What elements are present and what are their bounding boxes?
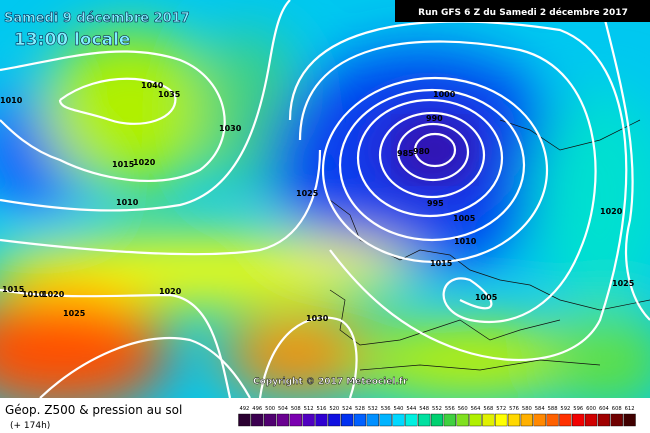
legend-label: 580 xyxy=(522,406,532,412)
legend-label: 528 xyxy=(355,406,365,412)
legend-swatch xyxy=(546,413,559,427)
footer-title: Géop. Z500 & pression au sol xyxy=(5,403,182,417)
legend-label: 516 xyxy=(316,406,326,412)
legend-label: 540 xyxy=(394,406,404,412)
legend-label: 584 xyxy=(535,406,546,412)
isobar-label: 995 xyxy=(427,199,444,208)
legend-label: 556 xyxy=(445,406,455,412)
coastlines xyxy=(329,119,650,371)
legend-label: 576 xyxy=(509,406,519,412)
legend-label: 520 xyxy=(329,406,339,412)
legend-label: 512 xyxy=(304,406,314,412)
legend-swatch xyxy=(520,413,533,427)
isobar-label: 1005 xyxy=(453,214,476,223)
isobar-label: 980 xyxy=(413,147,430,156)
isobar-label: 1025 xyxy=(63,309,86,318)
legend-swatch xyxy=(366,413,379,427)
legend-label: 492 xyxy=(239,406,249,412)
isobar-label: 1015 xyxy=(112,160,135,169)
legend-swatch xyxy=(238,413,251,427)
legend-swatch xyxy=(353,413,367,427)
legend-label: 604 xyxy=(599,406,610,412)
legend-swatch xyxy=(263,413,277,427)
isobar-label: 985 xyxy=(397,149,414,158)
legend-label: 612 xyxy=(625,406,635,412)
legend-swatch xyxy=(315,413,328,427)
legend-swatch xyxy=(341,413,354,427)
legend-label: 596 xyxy=(573,406,583,412)
legend-swatch xyxy=(328,413,341,427)
legend-label: 592 xyxy=(560,406,570,412)
footer-lead: (+ 174h) xyxy=(10,421,50,431)
isobar-label: 1025 xyxy=(296,189,319,198)
legend-swatch xyxy=(302,413,315,427)
legend-label: 568 xyxy=(483,406,493,412)
legend-label: 544 xyxy=(406,406,417,412)
legend-swatch xyxy=(418,413,431,427)
isobar-label: 1025 xyxy=(612,279,635,288)
isobar-label: 1030 xyxy=(219,124,242,133)
isobar-label: 1010 xyxy=(0,96,23,105)
legend-swatch xyxy=(405,413,418,427)
isobar-label: 1015 xyxy=(2,285,25,294)
isobar-label: 990 xyxy=(426,114,443,123)
copyright: Copyright © 2017 Meteociel.fr xyxy=(253,377,408,387)
isobar-label: 1000 xyxy=(433,90,456,99)
isobar-label: 1010 xyxy=(116,198,139,207)
isobar-label: 1035 xyxy=(158,90,181,99)
time-text: 13:00 locale xyxy=(14,30,130,50)
isobar-label: 1010 xyxy=(22,290,45,299)
legend-swatch xyxy=(533,413,546,427)
legend-swatch xyxy=(251,413,264,427)
legend-swatch xyxy=(623,413,636,427)
legend-swatch xyxy=(276,413,290,427)
legend-swatch xyxy=(289,413,302,427)
legend-swatch xyxy=(559,413,572,427)
legend-swatch xyxy=(392,413,405,427)
legend-swatch xyxy=(597,413,611,427)
date-text: Samedi 9 décembre 2017 xyxy=(4,11,190,26)
isobar-label: 1005 xyxy=(475,293,498,302)
legend-swatch xyxy=(430,413,444,427)
isobar-label: 1030 xyxy=(306,314,329,323)
isobar-label: 1020 xyxy=(42,290,65,299)
legend-label: 536 xyxy=(381,406,391,412)
legend-label: 504 xyxy=(278,406,289,412)
isobar-label: 1020 xyxy=(600,207,623,216)
legend-label: 608 xyxy=(612,406,622,412)
legend-label: 552 xyxy=(432,406,442,412)
legend-swatch xyxy=(443,413,456,427)
isobar-label: 1015 xyxy=(430,259,453,268)
legend-label: 548 xyxy=(419,406,429,412)
legend-label: 572 xyxy=(496,406,506,412)
legend-swatch xyxy=(495,413,508,427)
legend-label: 600 xyxy=(586,406,596,412)
legend-swatch xyxy=(379,413,392,427)
isobar-label: 1040 xyxy=(141,81,164,90)
legend-label: 532 xyxy=(368,406,378,412)
isobars xyxy=(0,0,650,398)
legend-label: 524 xyxy=(342,406,353,412)
field xyxy=(0,0,650,398)
legend-label: 588 xyxy=(548,406,558,412)
legend-label: 560 xyxy=(458,406,468,412)
isobar-label: 1020 xyxy=(159,287,182,296)
isobar-label: 1020 xyxy=(133,158,156,167)
legend-label: 564 xyxy=(471,406,482,412)
legend-swatch xyxy=(482,413,495,427)
legend-swatch xyxy=(610,413,623,427)
legend-swatch xyxy=(507,413,521,427)
isobar-label: 1010 xyxy=(454,237,477,246)
legend-swatch xyxy=(584,413,598,427)
legend-label: 496 xyxy=(252,406,262,412)
legend-label: 508 xyxy=(291,406,301,412)
run-text: Run GFS 6 Z du Samedi 2 décembre 2017 xyxy=(418,7,628,18)
legend-label: 500 xyxy=(265,406,275,412)
legend-swatch xyxy=(456,413,469,427)
run-banner xyxy=(395,0,650,22)
legend-swatch xyxy=(469,413,482,427)
legend-swatch xyxy=(572,413,585,427)
